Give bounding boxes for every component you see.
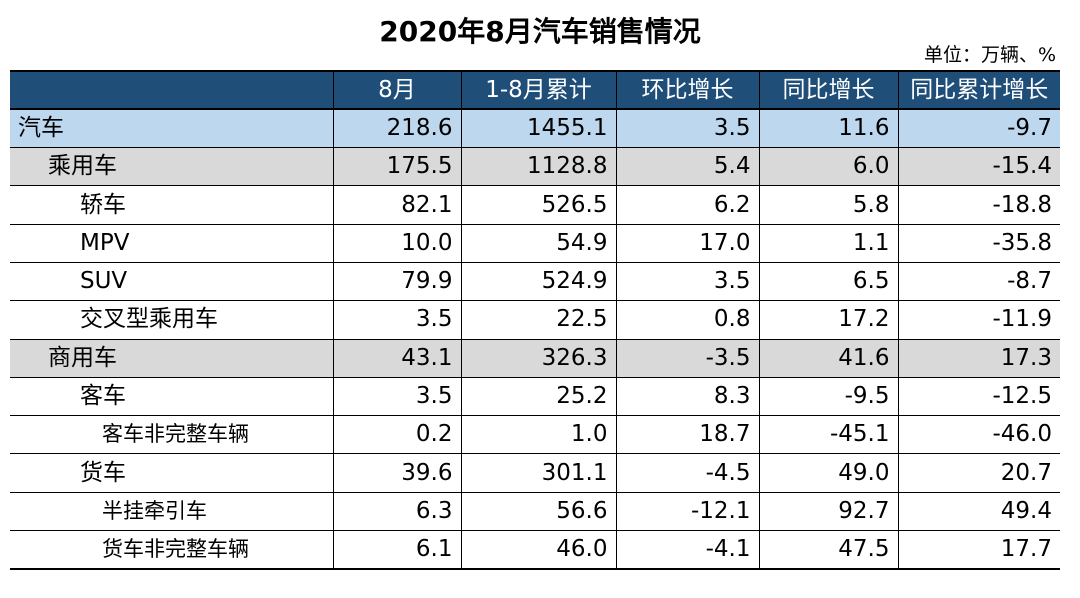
table-row: 交叉型乘用车 3.5 22.5 0.8 17.2 -11.9 [10,300,1060,340]
table-row: 汽车 218.6 1455.1 3.5 11.6 -9.7 [10,109,1060,149]
cell-yoy-growth: 6.5 [759,262,899,302]
cell-yoy-growth: 6.0 [759,147,899,187]
row-label: SUV [10,262,334,302]
cell-yoy-growth: 1.1 [759,224,899,263]
cell-august: 10.0 [333,224,462,263]
cell-ytd: 56.6 [461,492,617,532]
row-label: 乘用车 [10,147,334,187]
header-cell-august: 8月 [333,69,462,111]
cell-yoy-growth: 47.5 [759,530,899,570]
cell-ytd: 526.5 [461,185,617,225]
table-row: 货车非完整车辆 6.1 46.0 -4.1 47.5 17.7 [10,530,1060,570]
cell-mom-growth: -12.1 [616,492,760,532]
cell-august: 79.9 [333,262,462,302]
row-label: 客车 [10,377,334,417]
page-title: 2020年8月汽车销售情况 [379,15,701,48]
cell-ytd-yoy-growth: -8.7 [898,262,1060,302]
row-label: 货车非完整车辆 [10,530,334,570]
cell-august: 6.1 [333,530,462,570]
cell-ytd-yoy-growth: -18.8 [898,185,1060,225]
table-row: 轿车 82.1 526.5 6.2 5.8 -18.8 [10,185,1060,225]
row-label: MPV [10,224,334,263]
cell-mom-growth: -4.1 [616,530,760,570]
cell-august: 6.3 [333,492,462,532]
cell-yoy-growth: 92.7 [759,492,899,532]
row-label: 半挂牵引车 [10,492,334,532]
cell-yoy-growth: 17.2 [759,300,899,340]
cell-august: 175.5 [333,147,462,187]
header-row: 8月 1-8月累计 环比增长 同比增长 同比累计增长 [10,69,1060,111]
header-cell-yoy-growth: 同比增长 [759,69,899,111]
cell-yoy-growth: -45.1 [759,415,899,455]
cell-ytd-yoy-growth: -9.7 [898,109,1060,149]
cell-ytd-yoy-growth: -35.8 [898,224,1060,263]
row-label: 汽车 [10,109,334,149]
cell-august: 43.1 [333,339,462,378]
cell-mom-growth: 18.7 [616,415,760,455]
cell-yoy-growth: 41.6 [759,339,899,378]
cell-ytd-yoy-growth: -15.4 [898,147,1060,187]
cell-ytd: 1455.1 [461,109,617,149]
cell-mom-growth: 3.5 [616,109,760,149]
cell-august: 82.1 [333,185,462,225]
sales-table: 8月 1-8月累计 环比增长 同比增长 同比累计增长 汽车 218.6 1455.1… [10,69,1060,570]
table-row: SUV 79.9 524.9 3.5 6.5 -8.7 [10,262,1060,302]
cell-ytd-yoy-growth: 17.7 [898,530,1060,570]
table-row: 商用车 43.1 326.3 -3.5 41.6 17.3 [10,339,1060,378]
cell-ytd-yoy-growth: 17.3 [898,339,1060,378]
header-cell-ytd: 1-8月累计 [461,69,617,111]
cell-mom-growth: -3.5 [616,339,760,378]
cell-mom-growth: 17.0 [616,224,760,263]
cell-mom-growth: 8.3 [616,377,760,417]
cell-ytd-yoy-growth: -11.9 [898,300,1060,340]
cell-mom-growth: 0.8 [616,300,760,340]
cell-ytd-yoy-growth: -46.0 [898,415,1060,455]
cell-ytd: 25.2 [461,377,617,417]
table-row: 客车非完整车辆 0.2 1.0 18.7 -45.1 -46.0 [10,415,1060,455]
cell-ytd: 301.1 [461,453,617,493]
row-label: 商用车 [10,339,334,378]
table-row: 乘用车 175.5 1128.8 5.4 6.0 -15.4 [10,147,1060,187]
header-cell-ytd-yoy-growth: 同比累计增长 [898,69,1060,111]
cell-mom-growth: 6.2 [616,185,760,225]
cell-august: 39.6 [333,453,462,493]
cell-august: 3.5 [333,377,462,417]
row-label: 交叉型乘用车 [10,300,334,340]
cell-ytd-yoy-growth: 49.4 [898,492,1060,532]
table-row: 货车 39.6 301.1 -4.5 49.0 20.7 [10,453,1060,493]
cell-mom-growth: 5.4 [616,147,760,187]
row-label: 货车 [10,453,334,493]
table-row: 半挂牵引车 6.3 56.6 -12.1 92.7 49.4 [10,492,1060,532]
cell-ytd: 54.9 [461,224,617,263]
cell-ytd: 524.9 [461,262,617,302]
table-row: MPV 10.0 54.9 17.0 1.1 -35.8 [10,224,1060,263]
row-label: 客车非完整车辆 [10,415,334,455]
unit-label: 单位：万辆、% [923,44,1056,66]
cell-mom-growth: -4.5 [616,453,760,493]
header-cell-category [10,69,334,111]
cell-ytd: 1128.8 [461,147,617,187]
cell-ytd: 22.5 [461,300,617,340]
cell-august: 3.5 [333,300,462,340]
cell-ytd: 1.0 [461,415,617,455]
table-row: 客车 3.5 25.2 8.3 -9.5 -12.5 [10,377,1060,417]
header-cell-mom-growth: 环比增长 [616,69,760,111]
cell-mom-growth: 3.5 [616,262,760,302]
cell-yoy-growth: 11.6 [759,109,899,149]
cell-august: 0.2 [333,415,462,455]
cell-ytd: 326.3 [461,339,617,378]
cell-yoy-growth: 49.0 [759,453,899,493]
cell-yoy-growth: 5.8 [759,185,899,225]
table-body: 汽车 218.6 1455.1 3.5 11.6 -9.7 乘用车 175.5 1128.8 5.… [10,109,1060,570]
cell-ytd: 46.0 [461,530,617,570]
cell-august: 218.6 [333,109,462,149]
cell-ytd-yoy-growth: 20.7 [898,453,1060,493]
cell-yoy-growth: -9.5 [759,377,899,417]
table-header: 8月 1-8月累计 环比增长 同比增长 同比累计增长 [10,69,1060,111]
row-label: 轿车 [10,185,334,225]
cell-ytd-yoy-growth: -12.5 [898,377,1060,417]
